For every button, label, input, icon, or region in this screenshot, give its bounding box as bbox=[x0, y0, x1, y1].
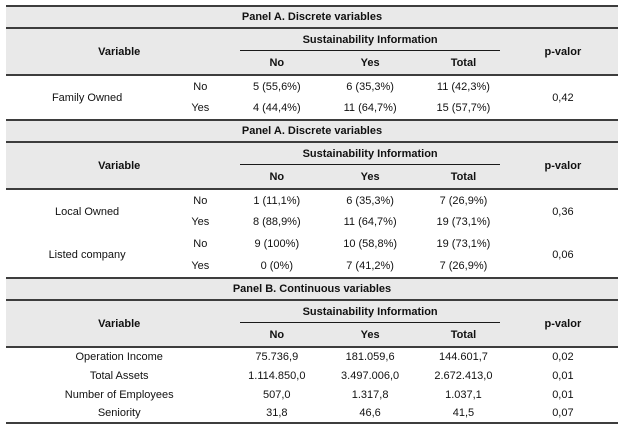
panel-title-row: Panel A. Discrete variables bbox=[6, 119, 618, 143]
column-header-pvalue: p-valor bbox=[507, 142, 618, 190]
column-header-row: Variable Sustainability Information p-va… bbox=[6, 142, 618, 190]
cell-yes: 3.497.006,0 bbox=[321, 366, 420, 385]
group-header-label: Sustainability Information bbox=[239, 148, 501, 165]
row-category: Yes bbox=[168, 97, 233, 119]
column-header-group: Sustainability Information bbox=[232, 142, 508, 168]
column-header-yes: Yes bbox=[321, 54, 420, 76]
cell-no: 31,8 bbox=[232, 404, 322, 423]
cell-total: 19 (73,1%) bbox=[419, 233, 508, 255]
column-header-variable: Variable bbox=[6, 300, 233, 348]
panel-title: Panel A. Discrete variables bbox=[6, 5, 618, 29]
column-header-total: Total bbox=[419, 54, 508, 76]
column-header-group: Sustainability Information bbox=[232, 300, 508, 326]
cell-total: 7 (26,9%) bbox=[419, 189, 508, 211]
row-category: No bbox=[168, 233, 233, 255]
column-header-no: No bbox=[232, 326, 322, 348]
cell-pvalue: 0,06 bbox=[507, 233, 618, 277]
cell-total: 1.037,1 bbox=[419, 385, 508, 404]
cell-no: 0 (0%) bbox=[232, 255, 322, 277]
cell-yes: 7 (41,2%) bbox=[321, 255, 420, 277]
cell-total: 7 (26,9%) bbox=[419, 255, 508, 277]
sub-header-row: No Yes Total bbox=[6, 54, 618, 76]
column-header-variable: Variable bbox=[6, 28, 233, 76]
column-header-pvalue: p-valor bbox=[507, 300, 618, 348]
cell-no: 9 (100%) bbox=[232, 233, 322, 255]
column-header-no: No bbox=[232, 168, 322, 190]
sub-header-row: No Yes Total bbox=[6, 168, 618, 190]
row-variable: Family Owned bbox=[6, 75, 169, 119]
cell-total: 2.672.413,0 bbox=[419, 366, 508, 385]
table-row: Yes 0 (0%) 7 (41,2%) 7 (26,9%) bbox=[6, 255, 618, 277]
cell-yes: 11 (64,7%) bbox=[321, 211, 420, 233]
column-header-yes: Yes bbox=[321, 168, 420, 190]
cell-no: 507,0 bbox=[232, 385, 322, 404]
cell-pvalue: 0,07 bbox=[507, 404, 618, 423]
cell-no: 75.736,9 bbox=[232, 347, 322, 366]
cell-total: 41,5 bbox=[419, 404, 508, 423]
table-row: Operation Income 75.736,9 181.059,6 144.… bbox=[6, 347, 618, 366]
table-row: Family Owned No 5 (55,6%) 6 (35,3%) 11 (… bbox=[6, 75, 618, 119]
panel-a2-table: Panel A. Discrete variables Variable Sus… bbox=[6, 119, 618, 277]
row-variable: Total Assets bbox=[6, 366, 233, 385]
cell-pvalue: 0,01 bbox=[507, 385, 618, 404]
cell-yes: 11 (64,7%) bbox=[321, 97, 420, 119]
column-header-yes: Yes bbox=[321, 326, 420, 348]
cell-yes: 1.317,8 bbox=[321, 385, 420, 404]
cell-pvalue: 0,02 bbox=[507, 347, 618, 366]
row-variable: Seniority bbox=[6, 404, 233, 423]
table-row: Local Owned No 1 (11,1%) 6 (35,3%) 7 (26… bbox=[6, 189, 618, 233]
column-header-row: Variable Sustainability Information p-va… bbox=[6, 300, 618, 348]
panel-title: Panel B. Continuous variables bbox=[6, 277, 618, 301]
table-row: Yes 8 (88,9%) 11 (64,7%) 19 (73,1%) bbox=[6, 211, 618, 233]
table-row: Total Assets 1.114.850,0 3.497.006,0 2.6… bbox=[6, 366, 618, 385]
row-variable: Operation Income bbox=[6, 347, 233, 366]
row-variable: Listed company bbox=[6, 233, 169, 277]
column-header-total: Total bbox=[419, 326, 508, 348]
cell-yes: 46,6 bbox=[321, 404, 420, 423]
column-header-total: Total bbox=[419, 168, 508, 190]
cell-yes: 6 (35,3%) bbox=[321, 75, 420, 97]
panel-title-row: Panel A. Discrete variables bbox=[6, 5, 618, 29]
cell-pvalue: 0,36 bbox=[507, 189, 618, 233]
panel-b-table: Panel B. Continuous variables Variable S… bbox=[6, 277, 618, 424]
cell-total: 15 (57,7%) bbox=[419, 97, 508, 119]
column-header-group: Sustainability Information bbox=[232, 28, 508, 54]
panel-a1-table: Panel A. Discrete variables Variable Sus… bbox=[6, 5, 618, 119]
cell-total: 11 (42,3%) bbox=[419, 75, 508, 97]
table-row: Number of Employees 507,0 1.317,8 1.037,… bbox=[6, 385, 618, 404]
cell-yes: 6 (35,3%) bbox=[321, 189, 420, 211]
column-header-no: No bbox=[232, 54, 322, 76]
row-category: No bbox=[168, 189, 233, 211]
cell-yes: 181.059,6 bbox=[321, 347, 420, 366]
cell-no: 4 (44,4%) bbox=[232, 97, 322, 119]
row-category: Yes bbox=[168, 255, 233, 277]
table-row: Yes 4 (44,4%) 11 (64,7%) 15 (57,7%) bbox=[6, 97, 618, 119]
cell-total: 144.601,7 bbox=[419, 347, 508, 366]
sub-header-row: No Yes Total bbox=[6, 326, 618, 348]
panel-title: Panel A. Discrete variables bbox=[6, 119, 618, 143]
cell-yes: 10 (58,8%) bbox=[321, 233, 420, 255]
cell-total: 19 (73,1%) bbox=[419, 211, 508, 233]
column-header-row: Variable Sustainability Information p-va… bbox=[6, 28, 618, 76]
table-row: Seniority 31,8 46,6 41,5 0,07 bbox=[6, 404, 618, 423]
column-header-variable: Variable bbox=[6, 142, 233, 190]
group-header-label: Sustainability Information bbox=[239, 306, 501, 323]
cell-pvalue: 0,42 bbox=[507, 75, 618, 119]
table-row: Listed company No 9 (100%) 10 (58,8%) 19… bbox=[6, 233, 618, 277]
panel-title-row: Panel B. Continuous variables bbox=[6, 277, 618, 301]
column-header-pvalue: p-valor bbox=[507, 28, 618, 76]
row-variable: Number of Employees bbox=[6, 385, 233, 404]
cell-no: 8 (88,9%) bbox=[232, 211, 322, 233]
cell-no: 1.114.850,0 bbox=[232, 366, 322, 385]
cell-pvalue: 0,01 bbox=[507, 366, 618, 385]
row-category: Yes bbox=[168, 211, 233, 233]
group-header-label: Sustainability Information bbox=[239, 34, 501, 51]
row-category: No bbox=[168, 75, 233, 97]
cell-no: 5 (55,6%) bbox=[232, 75, 322, 97]
row-variable: Local Owned bbox=[6, 189, 169, 233]
cell-no: 1 (11,1%) bbox=[232, 189, 322, 211]
